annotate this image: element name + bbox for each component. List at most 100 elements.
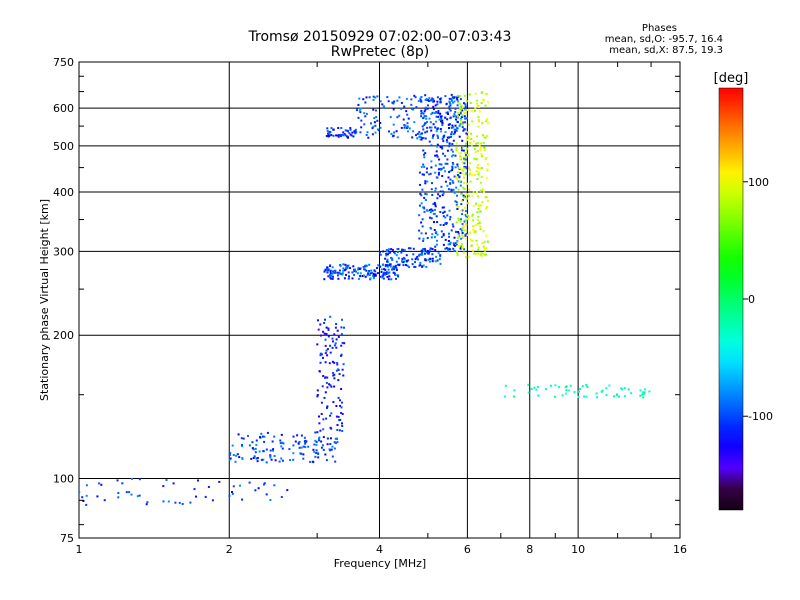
data-point — [482, 99, 485, 102]
data-point — [436, 103, 439, 106]
data-point — [254, 451, 257, 454]
data-point — [256, 460, 259, 463]
data-point — [451, 96, 454, 99]
data-point — [117, 496, 120, 499]
data-point — [326, 266, 329, 269]
data-point — [581, 385, 584, 388]
data-point — [444, 170, 447, 173]
data-point — [585, 395, 588, 398]
x-tick-label: 8 — [526, 543, 533, 556]
data-point — [484, 158, 487, 161]
data-point — [421, 218, 424, 221]
data-point — [349, 133, 352, 136]
data-point — [467, 202, 469, 205]
data-point — [618, 395, 620, 398]
data-point — [415, 106, 418, 109]
data-point — [339, 264, 342, 267]
data-point — [513, 389, 516, 392]
data-point — [461, 146, 463, 149]
data-point — [473, 148, 476, 151]
data-point — [414, 258, 417, 261]
data-point — [464, 214, 467, 216]
data-point — [429, 248, 431, 251]
data-point — [459, 167, 461, 169]
data-point — [419, 133, 422, 136]
data-point — [332, 134, 335, 137]
data-point — [326, 348, 329, 351]
data-point — [322, 418, 325, 421]
data-point — [455, 176, 458, 179]
data-point — [207, 486, 210, 488]
data-point — [435, 120, 438, 123]
data-point — [332, 128, 335, 131]
data-point — [357, 268, 359, 271]
data-point — [390, 132, 393, 135]
data-point — [231, 444, 234, 447]
data-point — [341, 341, 344, 344]
data-point — [392, 265, 395, 268]
data-point — [333, 385, 336, 388]
data-point — [459, 157, 462, 160]
data-point — [409, 247, 412, 250]
data-point — [407, 130, 409, 133]
y-tick-label: 600 — [53, 102, 74, 115]
data-point — [444, 95, 447, 98]
data-point — [241, 498, 244, 501]
data-point — [263, 440, 266, 443]
data-point — [424, 152, 427, 155]
data-point — [390, 256, 393, 259]
data-point — [369, 277, 372, 280]
data-point — [324, 338, 327, 341]
data-point — [449, 103, 452, 106]
data-point — [419, 264, 422, 267]
data-point — [462, 194, 465, 197]
data-point — [396, 116, 399, 119]
data-point — [475, 170, 478, 173]
data-point — [379, 126, 382, 129]
trace-segment — [325, 127, 358, 139]
data-point — [430, 227, 433, 230]
data-point — [482, 245, 485, 248]
data-point — [353, 270, 356, 273]
data-point — [334, 271, 337, 274]
y-tick-label: 500 — [53, 140, 74, 153]
data-point — [421, 137, 424, 139]
data-point — [430, 129, 433, 132]
data-point — [470, 110, 473, 113]
data-point — [167, 500, 170, 503]
data-point — [472, 249, 475, 252]
data-point — [457, 188, 460, 191]
data-point — [388, 248, 390, 251]
data-point — [465, 256, 468, 259]
data-point — [340, 272, 343, 275]
data-point — [378, 251, 381, 254]
data-point — [425, 193, 428, 196]
data-point — [447, 188, 450, 191]
data-point — [479, 253, 482, 256]
data-point — [319, 352, 322, 355]
data-point — [323, 396, 326, 399]
data-point — [459, 155, 462, 158]
data-point — [442, 234, 445, 237]
data-point — [426, 209, 429, 212]
data-point — [396, 99, 399, 102]
data-point — [456, 98, 459, 101]
data-point — [450, 99, 453, 102]
data-point — [165, 479, 168, 481]
data-point — [130, 493, 133, 496]
data-point — [420, 253, 423, 256]
data-point — [446, 149, 449, 152]
data-point — [432, 105, 435, 108]
data-point — [388, 252, 391, 254]
data-point — [483, 240, 486, 243]
data-point — [462, 224, 465, 227]
data-point — [323, 332, 326, 335]
data-point — [429, 172, 432, 175]
data-point — [453, 100, 456, 103]
data-point — [439, 128, 442, 130]
data-point — [330, 427, 333, 430]
data-point — [462, 149, 465, 152]
data-point — [466, 167, 469, 170]
data-point — [321, 444, 324, 447]
data-point — [329, 414, 332, 417]
